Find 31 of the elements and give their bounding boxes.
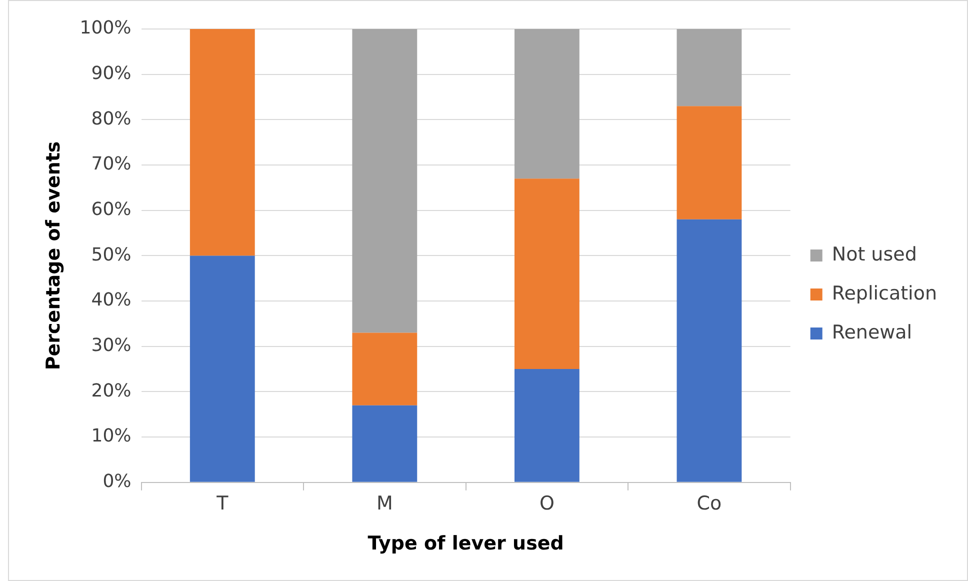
legend-label: Not used [832,243,917,266]
bar [514,178,580,370]
y-tick-label: 60% [91,199,132,220]
x-axis-title: Type of lever used [368,532,564,555]
y-tick-label: 100% [80,18,132,39]
bar [676,219,742,482]
x-tick-label: Co [696,492,722,515]
legend-label: Renewal [832,321,912,344]
bar [190,29,255,256]
y-tick-label: 0% [102,471,132,492]
bar [352,405,418,482]
bar [514,369,580,482]
y-tick-label: 70% [91,154,132,175]
legend-label: Replication [832,282,937,304]
y-tick-label: 50% [91,244,132,266]
y-tick-label: 80% [91,108,132,130]
y-tick-label: 40% [91,290,132,311]
x-tick-label: O [539,492,554,515]
y-tick-label: 20% [91,380,132,402]
bar [352,332,418,406]
y-axis-title: Percentage of events [42,141,64,370]
bar [514,29,580,179]
bar [352,29,418,333]
y-tick-label: 10% [91,426,132,447]
x-tick-label: M [376,492,393,515]
x-tick-label: T [216,492,229,515]
y-tick-label: 90% [91,63,132,84]
bar [676,106,742,220]
bar [190,256,255,482]
bar [676,29,742,106]
y-tick-label: 30% [91,335,132,356]
